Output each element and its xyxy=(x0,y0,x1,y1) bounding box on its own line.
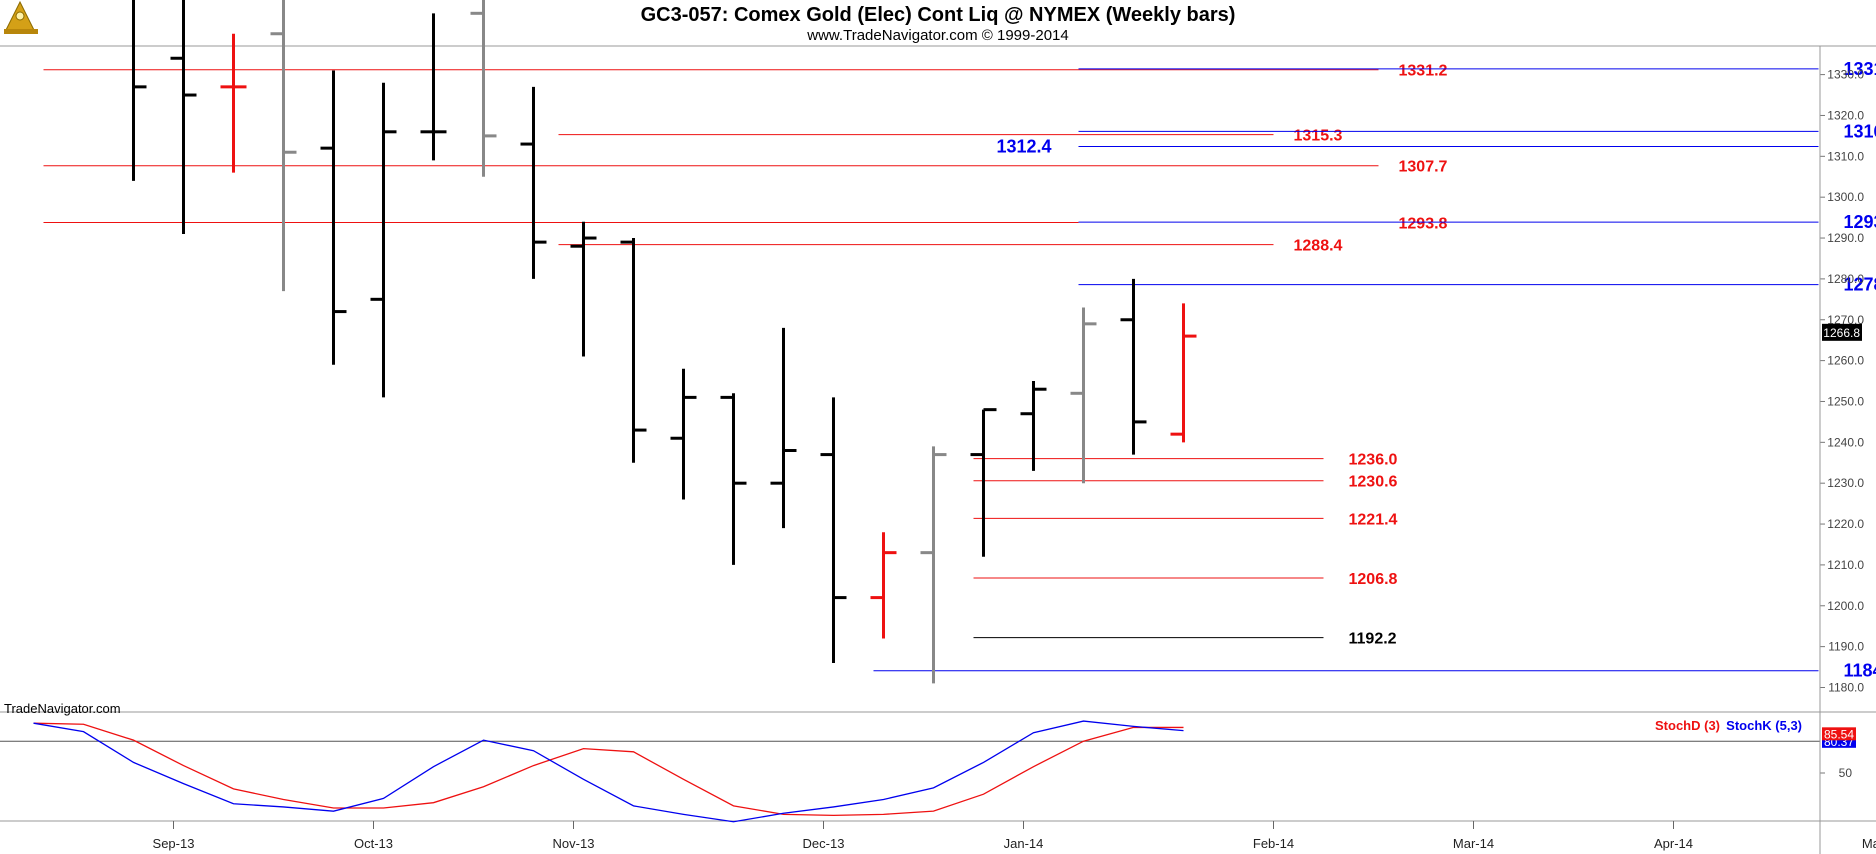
price-panel[interactable]: 1331.2 1331.4 1315.3 1316.1 1312.4 1307.7 1293… xyxy=(0,0,1876,716)
time-tick-label: Dec-13 xyxy=(803,836,845,851)
price-tick-label: 1230.0 xyxy=(1827,476,1864,490)
ohlc-bars xyxy=(132,0,1197,684)
ohlc-bar xyxy=(620,238,647,463)
ohlc-bar xyxy=(370,82,397,398)
price-tick-label: 1200.0 xyxy=(1827,599,1864,613)
level-label: 1206.8 xyxy=(1349,571,1398,588)
stoch-tick-label: 50 xyxy=(1839,766,1853,780)
price-tick-label: 1190.0 xyxy=(1828,640,1864,654)
level-label: 1315.3 xyxy=(1294,128,1343,145)
level-label: 1230.6 xyxy=(1349,474,1398,491)
level-label: 1221.4 xyxy=(1349,511,1398,528)
price-tick-label: 1310.0 xyxy=(1827,149,1864,163)
chart-title: GC3-057: Comex Gold (Elec) Cont Liq @ NY… xyxy=(641,4,1236,26)
price-tick-label: 1210.0 xyxy=(1827,558,1864,572)
time-tick-label: Sep-13 xyxy=(153,836,195,851)
level-label: 1184.1 xyxy=(1844,661,1876,681)
level-label: 1192.2 xyxy=(1349,631,1397,648)
ohlc-bar xyxy=(670,368,697,500)
ohlc-bar xyxy=(770,327,797,529)
ohlc-bar xyxy=(920,446,947,684)
level-label: 1236.0 xyxy=(1349,452,1398,469)
ohlc-bar xyxy=(470,0,497,177)
price-tick-label: 1260.0 xyxy=(1827,354,1864,368)
price-tick-label: 1270.0 xyxy=(1827,313,1864,327)
ohlc-bar xyxy=(320,70,347,365)
ohlc-bar xyxy=(720,393,747,565)
level-label: 1316.1 xyxy=(1844,121,1876,141)
time-tick-label: May-14 xyxy=(1862,836,1876,851)
ohlc-bar xyxy=(1120,278,1147,455)
legend-stochk: StochK (5,3) xyxy=(1726,718,1802,733)
price-tick-label: 1330.0 xyxy=(1827,68,1864,82)
level-label: 1312.4 xyxy=(996,137,1051,157)
time-tick-label: Mar-14 xyxy=(1453,836,1494,851)
ohlc-bar xyxy=(870,532,897,639)
stoch-line xyxy=(33,720,1184,823)
price-tick-label: 1250.0 xyxy=(1827,394,1864,408)
ohlc-bar xyxy=(820,397,847,663)
level-label: 1293.8 xyxy=(1399,216,1448,233)
time-tick-label: Apr-14 xyxy=(1654,836,1693,851)
ohlc-bar xyxy=(1170,303,1197,443)
price-axis: 1180.0 1190.0 1200.0 1210.0 1220.0 1230.0 1240… xyxy=(1820,68,1864,694)
ohlc-bar xyxy=(220,33,247,173)
ohlc-bar xyxy=(1020,381,1047,471)
last-price-tag xyxy=(1822,323,1862,341)
price-tick-label: 1290.0 xyxy=(1827,231,1864,245)
price-tick-label: 1320.0 xyxy=(1827,108,1864,122)
legend-stochd: StochD (3) xyxy=(1655,718,1720,733)
ohlc-bar xyxy=(1070,307,1097,484)
level-label: 1293.9 xyxy=(1844,212,1876,232)
stoch-line xyxy=(33,722,1184,817)
time-tick-label: Jan-14 xyxy=(1004,836,1044,851)
price-tick-label: 1180.0 xyxy=(1828,680,1864,694)
level-label: 1278.6 xyxy=(1844,275,1876,295)
time-tick-label: Feb-14 xyxy=(1253,836,1294,851)
ohlc-bar xyxy=(132,0,147,181)
stochd-value-label: 85.54 xyxy=(1824,727,1854,741)
time-tick-label: Oct-13 xyxy=(354,836,393,851)
time-axis: Sep-13 Oct-13 Nov-13 Dec-13 Jan-14 Feb-14 Mar-… xyxy=(153,821,1876,851)
ohlc-bar xyxy=(970,408,997,557)
level-label: 1288.4 xyxy=(1294,238,1343,255)
price-panel-background xyxy=(0,46,1820,712)
ohlc-bar xyxy=(420,13,447,161)
time-tick-label: Nov-13 xyxy=(553,836,595,851)
ohlc-bar xyxy=(570,221,597,357)
ohlc-bar xyxy=(170,0,197,234)
chart-subtitle: www.TradeNavigator.com © 1999-2014 xyxy=(806,27,1068,44)
level-label: 1331.2 xyxy=(1399,63,1448,80)
trade-navigator-logo-icon xyxy=(4,0,38,34)
price-tick-label: 1240.0 xyxy=(1827,435,1864,449)
price-tick-label: 1220.0 xyxy=(1827,517,1864,531)
level-label: 1307.7 xyxy=(1399,159,1448,176)
watermark-label: TradeNavigator.com xyxy=(4,701,121,716)
level-lines: 1331.2 1331.4 1315.3 1316.1 1312.4 1307.7 1293… xyxy=(43,59,1876,681)
stochastic-panel-background xyxy=(0,717,1820,821)
last-price-label: 1266.8 xyxy=(1823,326,1860,340)
stochastic-lines xyxy=(0,720,1820,823)
stochd-value-tag xyxy=(1822,727,1856,741)
ohlc-bar xyxy=(270,0,297,292)
ohlc-bar xyxy=(520,86,547,279)
level-label: 1331.4 xyxy=(1844,59,1876,79)
price-tick-label: 1300.0 xyxy=(1827,190,1864,204)
price-tick-label: 1280.0 xyxy=(1827,272,1864,286)
